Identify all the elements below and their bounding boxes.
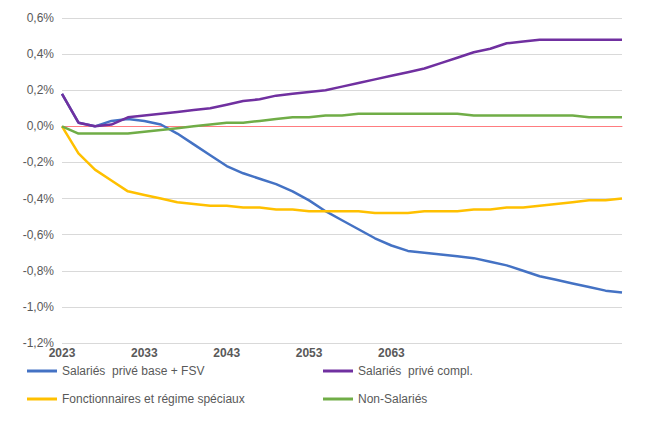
svg-text:-1,2%: -1,2% [22,336,54,350]
svg-text:2033: 2033 [131,346,158,360]
svg-text:0,4%: 0,4% [27,47,55,61]
svg-text:-1,0%: -1,0% [23,300,55,314]
svg-text:-0,4%: -0,4% [23,192,55,206]
svg-text:2043: 2043 [213,346,240,360]
svg-text:2063: 2063 [378,346,405,360]
svg-text:2053: 2053 [296,346,323,360]
svg-text:Non-Salariés: Non-Salariés [358,392,427,406]
svg-text:0,0%: 0,0% [27,119,55,133]
svg-text:Fonctionnaires et régime spéci: Fonctionnaires et régime spéciaux [62,392,245,406]
svg-text:-0,8%: -0,8% [23,264,55,278]
svg-text:2023: 2023 [49,346,76,360]
svg-text:Salariés privé compl.: Salariés privé compl. [358,364,473,378]
svg-text:0,2%: 0,2% [27,83,55,97]
svg-text:-0,6%: -0,6% [23,228,55,242]
svg-text:Salariés privé base + FSV: Salariés privé base + FSV [62,364,204,378]
svg-text:0,6%: 0,6% [27,11,55,25]
svg-text:-0,2%: -0,2% [23,155,55,169]
